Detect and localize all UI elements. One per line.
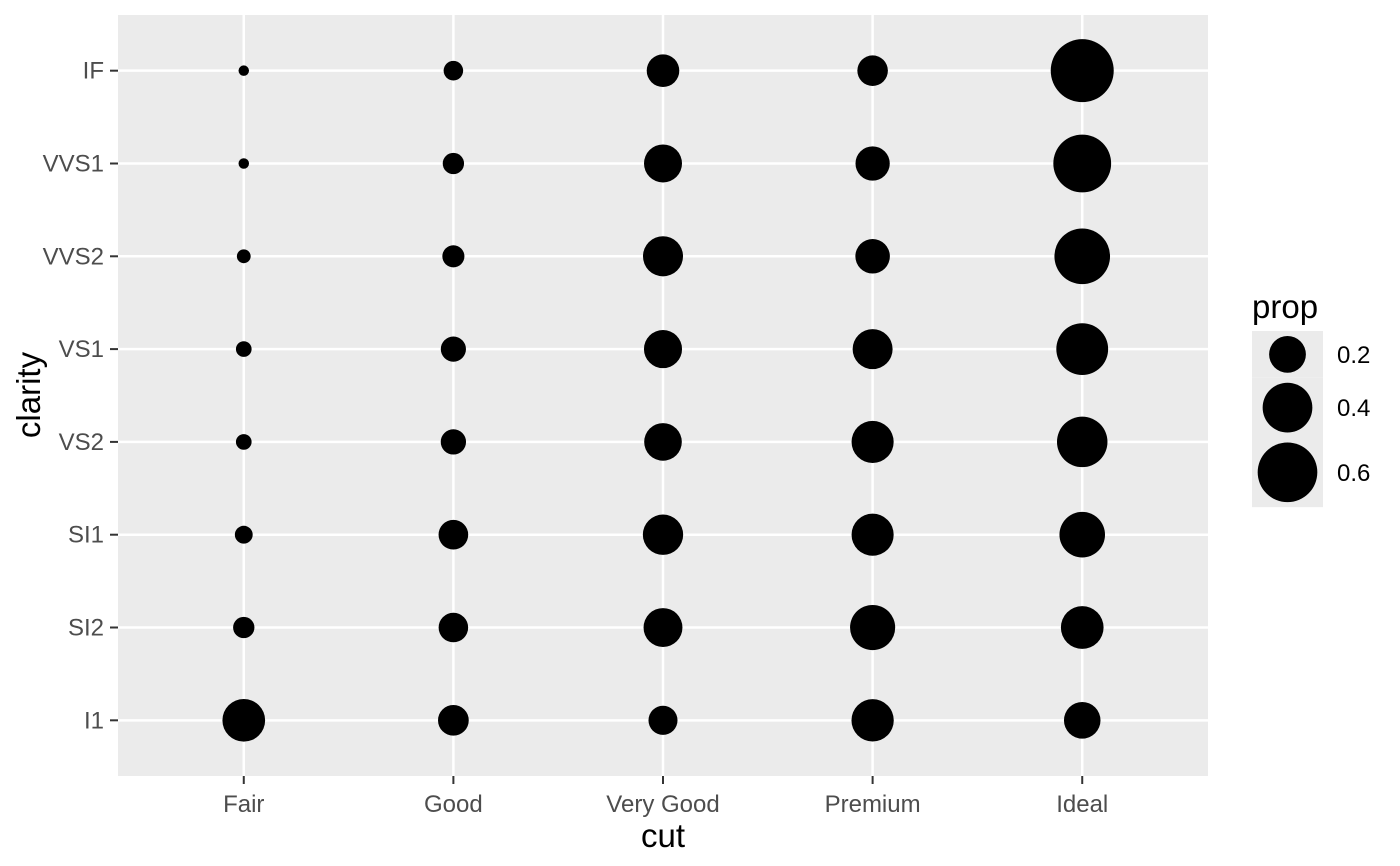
data-point-vs1-very-good	[643, 330, 683, 369]
data-point-si1-very-good	[642, 514, 684, 555]
y-tick-label-vvs1: VVS1	[43, 150, 104, 177]
data-point-vs2-good	[440, 429, 467, 455]
data-point-vs1-premium	[852, 329, 893, 370]
data-point-vvs1-fair	[238, 158, 250, 169]
x-tick-label-ideal: Ideal	[1056, 791, 1108, 818]
data-point-si2-premium	[850, 604, 896, 651]
y-tick-label-i1: I1	[84, 707, 104, 734]
data-point-if-ideal	[1050, 39, 1114, 103]
data-point-i1-ideal	[1063, 702, 1101, 739]
x-tick-label-good: Good	[424, 791, 483, 818]
legend-label-0.6: 0.6	[1337, 460, 1370, 487]
legend-key-circle	[1257, 442, 1318, 503]
data-point-vvs1-premium	[855, 146, 890, 181]
data-point-i1-premium	[851, 699, 894, 742]
data-point-vs2-very-good	[644, 423, 682, 461]
legend-key-circle	[1262, 382, 1313, 433]
data-point-vvs2-ideal	[1054, 228, 1111, 285]
y-tick-label-vvs2: VVS2	[43, 243, 104, 270]
data-point-vs1-good	[440, 336, 466, 362]
data-point-vvs1-very-good	[643, 144, 683, 183]
x-axis-title: cut	[641, 817, 685, 854]
data-point-if-good	[443, 60, 464, 81]
data-point-vvs2-fair	[236, 249, 251, 264]
data-point-vs1-fair	[235, 341, 252, 357]
data-point-vs2-premium	[851, 420, 894, 463]
data-point-vvs2-premium	[855, 239, 890, 274]
data-point-vvs1-ideal	[1053, 134, 1112, 193]
data-point-si1-good	[438, 519, 469, 550]
data-point-if-very-good	[646, 54, 680, 87]
data-point-si2-good	[438, 612, 469, 643]
data-point-si1-premium	[851, 513, 894, 556]
y-axis-title: clarity	[10, 351, 47, 438]
x-tick-label-very-good: Very Good	[606, 791, 719, 818]
data-point-vvs2-good	[442, 245, 465, 268]
y-tick-label-if: IF	[83, 58, 104, 85]
data-point-si1-ideal	[1059, 511, 1106, 558]
data-point-vs2-fair	[235, 434, 252, 450]
legend-label-0.2: 0.2	[1337, 342, 1370, 369]
data-point-si2-ideal	[1060, 606, 1104, 649]
y-tick-label-si1: SI1	[68, 522, 104, 549]
data-point-si1-fair	[234, 525, 253, 544]
data-point-i1-fair	[222, 698, 266, 742]
legend-key-circle	[1269, 336, 1306, 373]
x-tick-label-premium: Premium	[825, 791, 921, 818]
data-point-si2-fair	[233, 616, 255, 639]
x-tick-label-fair: Fair	[223, 791, 264, 818]
data-point-if-premium	[857, 55, 888, 86]
data-point-i1-good	[438, 704, 469, 736]
legend-title: prop	[1252, 288, 1318, 325]
data-point-i1-very-good	[648, 705, 678, 735]
legend-label-0.4: 0.4	[1337, 395, 1370, 422]
data-point-vs1-ideal	[1056, 323, 1109, 376]
data-point-vs2-ideal	[1056, 416, 1108, 468]
data-point-vvs2-very-good	[642, 236, 684, 277]
data-point-si2-very-good	[643, 608, 683, 647]
data-point-if-fair	[238, 65, 250, 76]
data-point-vvs1-good	[442, 152, 465, 175]
y-tick-label-vs2: VS2	[59, 429, 104, 456]
y-tick-label-vs1: VS1	[59, 336, 104, 363]
y-tick-label-si2: SI2	[68, 615, 104, 642]
